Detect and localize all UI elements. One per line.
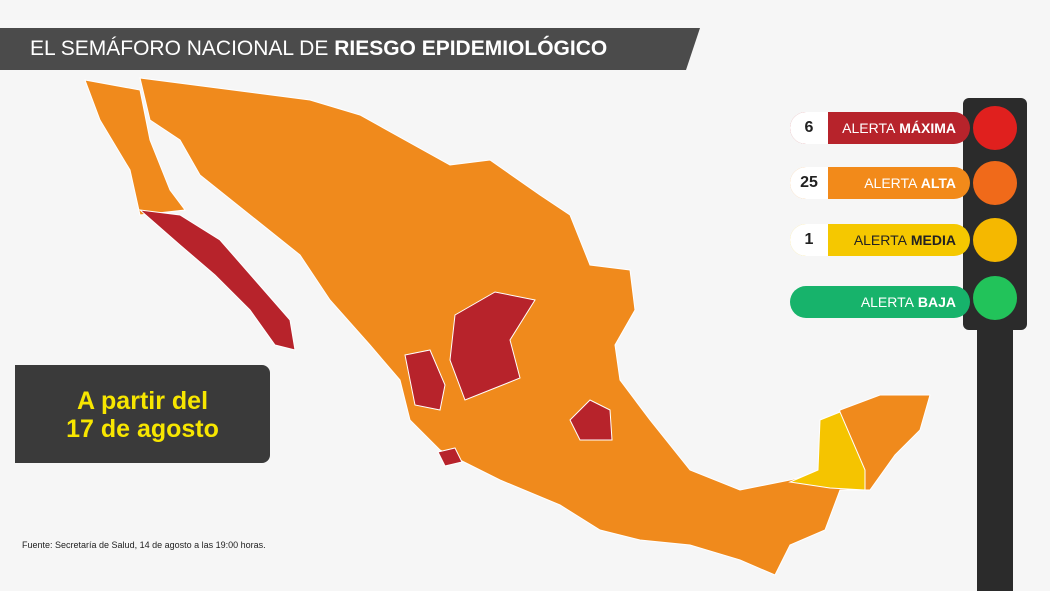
legend-label: ALERTA xyxy=(853,232,907,248)
legend-label: ALERTA xyxy=(860,294,914,310)
light-orange xyxy=(973,161,1017,205)
mexico-map xyxy=(84,77,931,576)
mainland xyxy=(139,77,931,576)
date-box: A partir del 17 de agosto xyxy=(15,365,270,463)
zacatecas xyxy=(449,291,536,401)
legend-count: 25 xyxy=(790,167,828,199)
baja-california-sur xyxy=(138,209,296,351)
colima xyxy=(437,447,463,467)
legend-label: ALERTA xyxy=(842,120,896,136)
legend-count: 6 xyxy=(790,112,828,144)
legend-level: BAJA xyxy=(917,294,956,310)
date-line: 17 de agosto xyxy=(66,415,219,443)
light-red xyxy=(973,106,1017,150)
title-bold: RIESGO EPIDEMIOLÓGICO xyxy=(334,37,608,60)
legend-level: ALTA xyxy=(920,175,956,191)
legend-level: MEDIA xyxy=(910,232,956,248)
legend-count: 1 xyxy=(790,224,828,256)
legend-text: ALERTA MÁXIMA xyxy=(842,112,956,144)
legend-text: ALERTA ALTA xyxy=(864,167,956,199)
traffic-light xyxy=(963,98,1027,330)
legend-label: ALERTA xyxy=(864,175,918,191)
light-yellow xyxy=(973,218,1017,262)
nayarit xyxy=(404,349,446,411)
campeche xyxy=(788,411,866,491)
title-regular: EL SEMÁFORO NACIONAL DE xyxy=(30,37,329,60)
date-line: A partir del xyxy=(76,387,209,415)
legend-pill: 1 ALERTA MEDIA xyxy=(790,224,970,256)
legend-pill: 25 ALERTA ALTA xyxy=(790,167,970,199)
legend-pill: ALERTA BAJA xyxy=(790,286,970,318)
source: Fuente: Secretaría de Salud, 14 de agost… xyxy=(22,540,266,550)
hidalgo xyxy=(569,399,613,441)
legend-pill: 6 ALERTA MÁXIMA xyxy=(790,112,970,144)
baja-california xyxy=(84,79,186,216)
legend-text: ALERTA MEDIA xyxy=(854,224,956,256)
light-green xyxy=(973,276,1017,320)
legend-text: ALERTA BAJA xyxy=(861,286,956,318)
pole xyxy=(977,330,1013,591)
title-bar: EL SEMÁFORO NACIONAL DE RIESGO EPIDEMIOL… xyxy=(0,28,700,70)
legend-level: MÁXIMA xyxy=(899,120,956,136)
